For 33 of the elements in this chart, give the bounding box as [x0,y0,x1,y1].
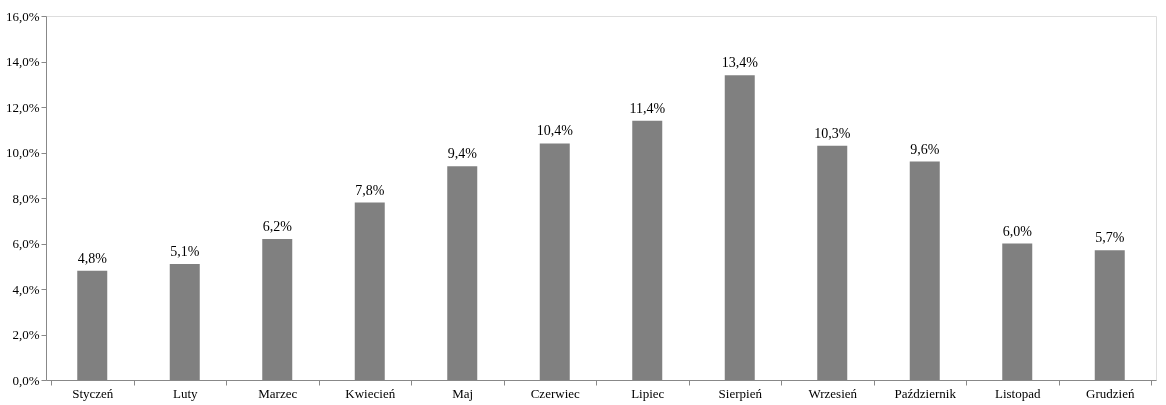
data-label: 9,4% [447,146,478,162]
x-tick-label: Sierpień [718,385,763,401]
x-tick-label: Grudzień [1086,385,1135,401]
y-tick-label: 8,0% [12,190,40,206]
data-label: 11,4% [629,100,666,116]
y-tick-label: 2,0% [12,327,40,342]
y-tick-label: 16,0% [5,8,40,24]
data-label: 7,8% [355,182,385,198]
data-label: 10,3% [814,125,851,141]
data-label: 9,6% [910,141,940,157]
data-label: 6,2% [262,218,293,234]
x-tick-label: Czerwiec [530,385,581,401]
data-label: 5,1% [170,243,200,259]
x-tick-label: Maj [452,385,474,401]
x-tick-label: Listopad [995,385,1041,401]
x-tick-label: Lipiec [631,385,665,401]
y-tick-label: 0,0% [12,372,40,388]
data-label: 13,4% [721,55,759,71]
data-label: 6,0% [1002,223,1033,239]
x-tick-label: Styczeń [72,385,114,401]
data-label: 4,8% [77,250,108,266]
y-tick-label: 12,0% [5,99,40,115]
y-tick-label: 6,0% [12,236,40,251]
x-tick-label: Marzec [258,385,298,401]
y-tick-label: 14,0% [5,54,40,69]
data-label: 10,4% [536,123,574,139]
x-tick-label: Kwiecień [345,385,396,401]
x-tick-label: Wrzesień [808,385,858,401]
data-label: 5,7% [1095,230,1125,246]
y-tick-label: 4,0% [12,281,40,297]
x-tick-label: Październik [894,385,957,401]
x-tick-label: Luty [172,385,199,401]
y-tick-label: 10,0% [5,145,40,160]
